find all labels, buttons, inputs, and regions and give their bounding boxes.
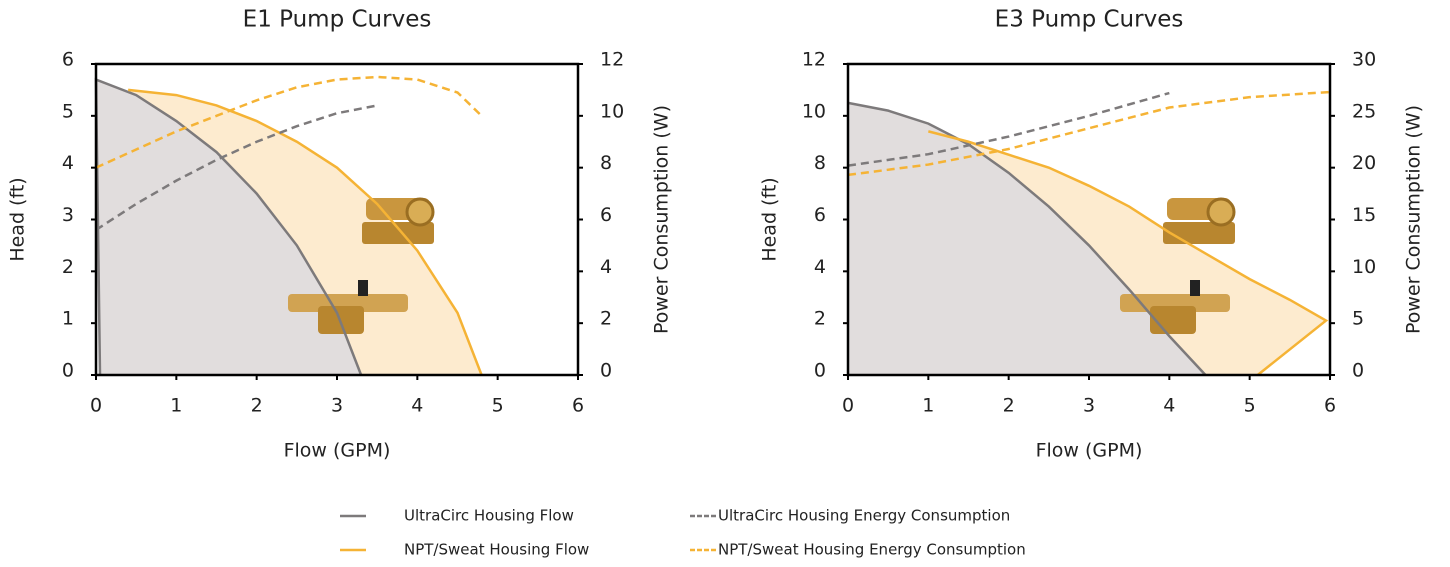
line — [94, 77, 363, 376]
y2-tick-label: 5 — [1352, 308, 1364, 330]
y-tick-label: 6 — [814, 204, 826, 226]
y-axis-label: Head (ft) — [759, 177, 781, 261]
y2-tick-label: 12 — [600, 49, 624, 71]
y2-tick-label: 10 — [600, 100, 624, 122]
x-axis-label: Flow (GPM) — [1036, 440, 1143, 462]
plot-frame — [94, 62, 580, 377]
y2-tick-label: 2 — [600, 308, 612, 330]
y2-tick-label: 4 — [600, 256, 612, 278]
y-tick-label: 2 — [62, 256, 74, 278]
chart-title: E3 Pump Curves — [995, 7, 1184, 33]
y2-tick-label: 8 — [600, 152, 612, 174]
y-tick-label: 1 — [62, 308, 74, 330]
chart-title: E1 Pump Curves — [243, 7, 432, 33]
x-tick-label: 0 — [90, 395, 102, 417]
legend-label: UltraCirc Housing Energy Consumption — [718, 507, 1010, 525]
y2-axis-label: Power Consumption (W) — [651, 105, 673, 334]
x-tick-label: 4 — [1163, 395, 1175, 417]
area-fill — [848, 102, 1206, 375]
y-tick-label: 3 — [62, 204, 74, 226]
dashed-line — [847, 91, 1170, 167]
y2-tick-label: 25 — [1352, 100, 1376, 122]
line — [847, 101, 1207, 376]
y2-tick-label: 10 — [1352, 256, 1376, 278]
y2-tick-label: 0 — [1352, 360, 1364, 382]
x-tick-label: 2 — [1003, 395, 1015, 417]
y2-tick-label: 15 — [1352, 204, 1376, 226]
y-tick-label: 4 — [62, 152, 74, 174]
y-tick-label: 4 — [814, 256, 826, 278]
x-tick-label: 1 — [922, 395, 934, 417]
y-tick-label: 5 — [62, 100, 74, 122]
y2-axis-label: Power Consumption (W) — [1403, 105, 1425, 334]
x-tick-label: 6 — [572, 395, 584, 417]
y-tick-label: 0 — [62, 360, 74, 382]
legend-label: NPT/Sweat Housing Flow — [404, 541, 589, 559]
line — [928, 130, 1329, 376]
y-tick-label: 2 — [814, 308, 826, 330]
x-tick-label: 4 — [411, 395, 423, 417]
dashed-line — [95, 75, 483, 169]
x-axis-label: Flow (GPM) — [284, 440, 391, 462]
y-axis-label: Head (ft) — [7, 177, 29, 261]
dashed-line — [95, 104, 378, 231]
x-tick-label: 6 — [1324, 395, 1336, 417]
y-tick-label: 6 — [62, 49, 74, 71]
dashed-line — [847, 90, 1331, 177]
x-tick-label: 5 — [1244, 395, 1256, 417]
x-tick-label: 0 — [842, 395, 854, 417]
legend-label: NPT/Sweat Housing Energy Consumption — [718, 541, 1026, 559]
y2-tick-label: 30 — [1352, 49, 1376, 71]
x-tick-label: 1 — [170, 395, 182, 417]
line — [127, 88, 483, 376]
y-tick-label: 12 — [802, 49, 826, 71]
housing-image — [362, 197, 1236, 244]
y2-tick-label: 20 — [1352, 152, 1376, 174]
y-tick-label: 8 — [814, 152, 826, 174]
y-tick-label: 10 — [802, 100, 826, 122]
y2-tick-label: 0 — [600, 360, 612, 382]
x-tick-label: 5 — [492, 395, 504, 417]
x-tick-label: 3 — [331, 395, 343, 417]
legend-label: UltraCirc Housing Flow — [404, 507, 574, 525]
x-tick-label: 3 — [1083, 395, 1095, 417]
y-tick-label: 0 — [814, 360, 826, 382]
x-tick-label: 2 — [251, 395, 263, 417]
y2-tick-label: 6 — [600, 204, 612, 226]
plot-frame — [846, 62, 1332, 377]
